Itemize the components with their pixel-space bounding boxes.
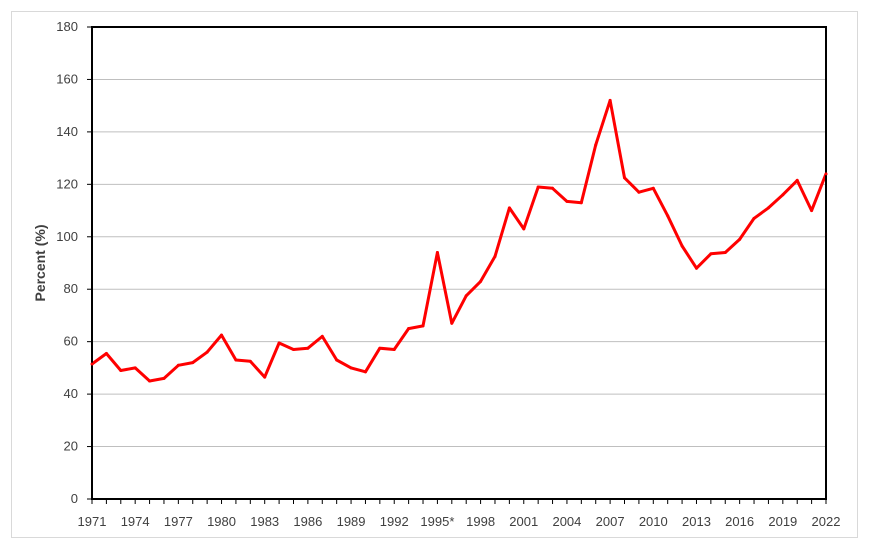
plot-area-border <box>91 26 827 500</box>
data-point-2020 <box>795 178 799 182</box>
data-point-2014 <box>709 252 713 256</box>
data-point-1997 <box>464 294 468 298</box>
data-point-2019 <box>781 193 785 197</box>
y-tick-label: 40 <box>64 386 78 401</box>
x-tick-label: 1989 <box>337 514 366 529</box>
data-point-2009 <box>637 190 641 194</box>
data-point-1987 <box>320 334 324 338</box>
x-tick-label: 2022 <box>812 514 841 529</box>
data-point-2012 <box>680 244 684 248</box>
data-point-1972 <box>104 351 108 355</box>
data-point-1986 <box>306 346 310 350</box>
data-point-1978 <box>191 361 195 365</box>
x-tick-label: 2016 <box>725 514 754 529</box>
data-point-2015 <box>723 251 727 255</box>
y-tick-label: 60 <box>64 334 78 349</box>
data-point-2003 <box>551 186 555 190</box>
data-point-1971 <box>90 362 94 366</box>
data-point-1979 <box>205 350 209 354</box>
x-tick-label: 2019 <box>768 514 797 529</box>
data-point-2008 <box>623 176 627 180</box>
data-point-2006 <box>594 143 598 147</box>
data-point-1984 <box>277 341 281 345</box>
data-point-1994 <box>421 324 425 328</box>
y-tick-label: 140 <box>56 124 78 139</box>
y-tick-label: 100 <box>56 229 78 244</box>
data-point-2004 <box>565 199 569 203</box>
y-tick-label: 120 <box>56 176 78 191</box>
data-point-1993 <box>407 327 411 331</box>
data-point-2018 <box>766 206 770 210</box>
y-tick-label: 80 <box>64 281 78 296</box>
x-tick-label: 1980 <box>207 514 236 529</box>
y-axis-label: Percent (%) <box>32 224 48 301</box>
data-point-1980 <box>220 333 224 337</box>
data-point-2022 <box>824 172 828 176</box>
data-point-2013 <box>694 266 698 270</box>
data-point-2007 <box>608 98 612 102</box>
series-line <box>91 98 828 383</box>
x-tick-label: 1977 <box>164 514 193 529</box>
data-point-2011 <box>666 214 670 218</box>
x-tick-label: 2007 <box>596 514 625 529</box>
data-point-1982 <box>248 359 252 363</box>
chart-frame <box>11 11 858 538</box>
data-point-1999 <box>493 254 497 258</box>
data-point-1975 <box>148 379 152 383</box>
y-tick-label: 160 <box>56 71 78 86</box>
data-point-1981 <box>234 358 238 362</box>
data-point-2021 <box>810 209 814 213</box>
y-tick-label: 0 <box>71 491 78 506</box>
x-tick-label: 2004 <box>552 514 581 529</box>
data-points <box>90 98 828 383</box>
data-point-1998 <box>479 279 483 283</box>
x-tick-label: 1986 <box>293 514 322 529</box>
data-point-2000 <box>507 206 511 210</box>
x-tick-label: 1998 <box>466 514 495 529</box>
data-point-2010 <box>651 186 655 190</box>
data-point-1992 <box>392 348 396 352</box>
x-tick-label: 1995* <box>420 514 454 529</box>
data-point-1989 <box>349 366 353 370</box>
data-point-1983 <box>263 375 267 379</box>
data-point-1988 <box>335 358 339 362</box>
data-point-1985 <box>291 348 295 352</box>
data-point-2001 <box>522 227 526 231</box>
data-point-1976 <box>162 376 166 380</box>
x-tick-label: 1983 <box>250 514 279 529</box>
data-point-1990 <box>363 370 367 374</box>
x-tick-label: 2010 <box>639 514 668 529</box>
data-point-2002 <box>536 185 540 189</box>
data-point-1973 <box>119 369 123 373</box>
y-tick-label: 180 <box>56 19 78 34</box>
data-point-1974 <box>133 366 137 370</box>
data-point-1995 <box>435 251 439 255</box>
data-point-2005 <box>579 201 583 205</box>
x-tick-label: 1971 <box>78 514 107 529</box>
data-point-1977 <box>176 363 180 367</box>
x-tick-label: 1992 <box>380 514 409 529</box>
y-tick-label: 20 <box>64 439 78 454</box>
x-tick-label: 2001 <box>509 514 538 529</box>
data-point-1991 <box>378 346 382 350</box>
data-point-2016 <box>738 237 742 241</box>
x-tick-label: 1974 <box>121 514 150 529</box>
data-point-1996 <box>450 321 454 325</box>
data-point-2017 <box>752 216 756 220</box>
x-tick-label: 2013 <box>682 514 711 529</box>
